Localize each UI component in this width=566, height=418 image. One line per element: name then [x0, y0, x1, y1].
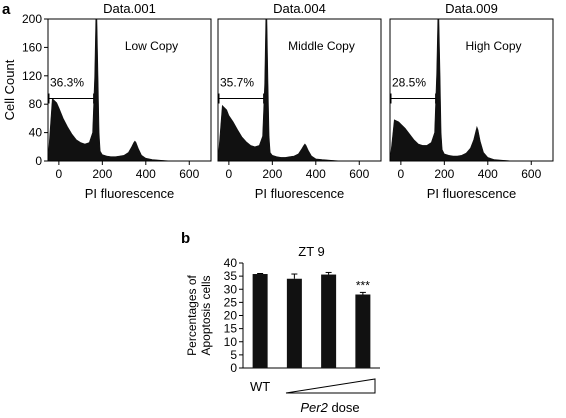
bar-1	[252, 274, 268, 368]
x-tick-label-2: 0	[226, 167, 233, 181]
bar-2	[286, 278, 302, 368]
histogram-frame-3	[389, 18, 554, 162]
x-tick-label-3: 0	[398, 167, 405, 181]
histogram-title-1: Data.001	[103, 1, 156, 16]
histogram-area-3	[389, 18, 553, 162]
bar-y-tick-label: 25	[224, 295, 238, 309]
x-tick-label-2: 200	[262, 167, 282, 181]
x-tick-label-3: 600	[521, 167, 541, 181]
histogram-annotation-2: Middle Copy	[288, 39, 355, 53]
bar-y-tick-label: 10	[224, 335, 238, 349]
dose-label-text: dose	[328, 400, 360, 415]
bar-category-label-1: WT	[250, 379, 270, 394]
histogram-area-2	[217, 18, 381, 162]
bar-y-tick-label: 35	[224, 269, 238, 283]
bar-3	[321, 274, 337, 368]
significance-marker-4: ***	[356, 278, 370, 292]
histogram-annotation-3: High Copy	[465, 39, 521, 53]
bar-y-tick-label: 20	[224, 309, 238, 323]
x-tick-label-3: 400	[478, 167, 498, 181]
gate-percent-1: 36.3%	[50, 76, 84, 90]
panel-label-b: b	[181, 230, 190, 247]
bar-4	[355, 294, 371, 368]
dose-label-gene: Per2	[300, 400, 328, 415]
gate-percent-2: 35.7%	[220, 76, 254, 90]
bar-y-tick-label: 30	[224, 282, 238, 296]
dose-wedge	[285, 378, 376, 394]
x-tick-label-1: 200	[92, 167, 112, 181]
y-tick-label-1: 40	[29, 126, 43, 140]
histogram-title-3: Data.009	[445, 1, 498, 16]
x-axis-label-1: PI fluorescence	[85, 186, 175, 201]
bar-chart-title: ZT 9	[298, 244, 325, 259]
histogram-annotation-1: Low Copy	[125, 39, 178, 53]
bar-y-tick-label: 40	[224, 256, 238, 270]
histogram-area-1	[47, 18, 211, 162]
x-tick-label-1: 600	[179, 167, 199, 181]
bar-y-tick-label: 15	[224, 322, 238, 336]
histogram-frame-2	[217, 18, 382, 162]
x-tick-label-2: 600	[349, 167, 369, 181]
panel-label-a: a	[2, 1, 11, 18]
x-axis-label-2: PI fluorescence	[255, 186, 345, 201]
x-tick-label-2: 400	[306, 167, 326, 181]
dose-label: Per2 dose	[300, 400, 359, 415]
x-tick-label-3: 200	[434, 167, 454, 181]
x-tick-label-1: 0	[56, 167, 63, 181]
bar-y-axis-label-line2: Apoptosis cells	[199, 275, 213, 355]
y-tick-label-1: 80	[29, 97, 43, 111]
y-tick-label-1: 0	[35, 154, 42, 168]
bar-y-axis-label-line1: Percentages of	[185, 274, 199, 355]
y-tick-label-1: 200	[22, 12, 42, 26]
x-tick-label-1: 400	[136, 167, 156, 181]
y-axis-label-1: Cell Count	[2, 59, 17, 120]
bar-y-tick-label: 0	[230, 361, 237, 375]
histogram-frame-1	[47, 18, 212, 162]
bar-y-tick-label: 5	[230, 348, 237, 362]
gate-percent-3: 28.5%	[392, 76, 426, 90]
y-tick-label-1: 160	[22, 40, 42, 54]
x-axis-label-3: PI fluorescence	[427, 186, 517, 201]
y-tick-label-1: 120	[22, 69, 42, 83]
histogram-title-2: Data.004	[273, 1, 326, 16]
